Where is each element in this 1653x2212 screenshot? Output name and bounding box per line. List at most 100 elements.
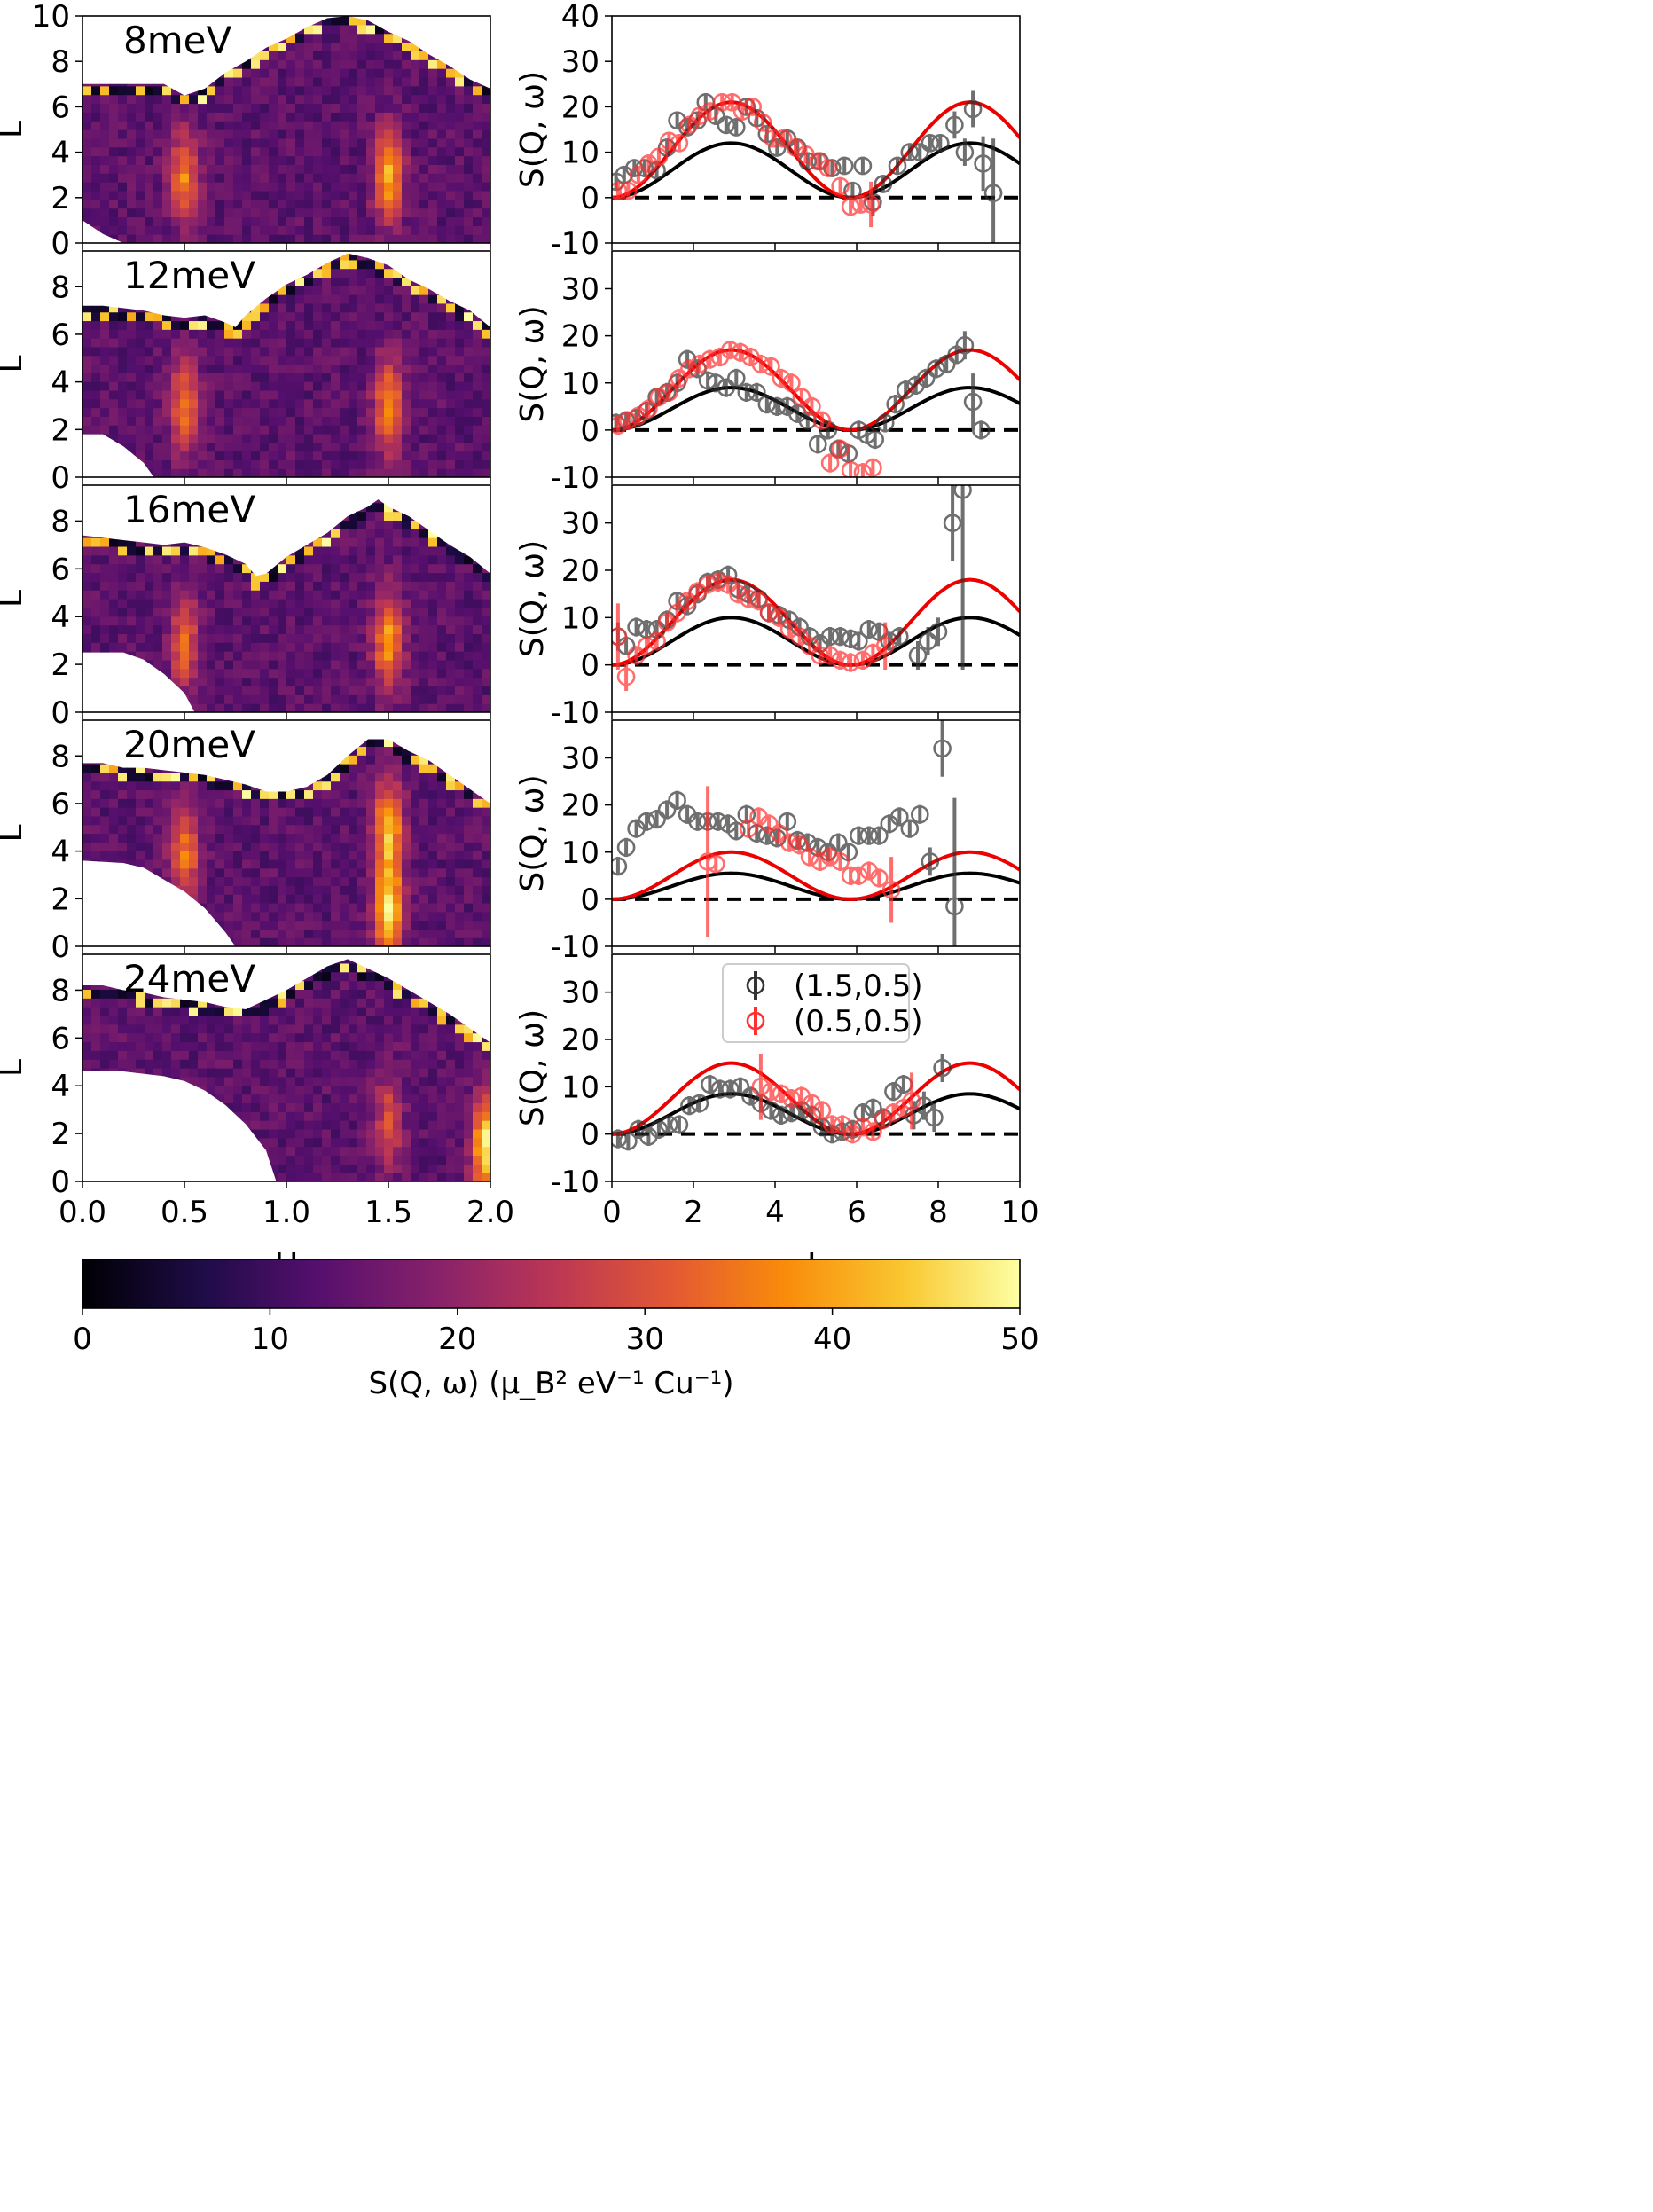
heatmap-cell (180, 624, 190, 634)
heatmap-cell (127, 920, 137, 930)
heatmap-cell (198, 442, 208, 452)
heatmap-cell (464, 216, 474, 226)
heatmap-cell (286, 208, 296, 218)
heatmap-cell (91, 129, 101, 139)
heatmap-cell (242, 633, 252, 643)
heatmap-cell (482, 789, 490, 799)
heatmap-cell (82, 451, 92, 460)
heatmap-cell (109, 563, 119, 574)
heatmap-cell (242, 112, 252, 122)
heatmap-cell (100, 294, 110, 304)
heatmap-cell (145, 381, 154, 391)
heatmap-cell (295, 885, 305, 895)
heatmap-cell (171, 798, 181, 808)
heatmap-cell (313, 499, 323, 504)
heatmap-cell (260, 659, 270, 670)
heatmap-cell (100, 616, 110, 626)
heatmap-cell (91, 286, 101, 295)
heatmap-cell (304, 329, 314, 339)
heatmap-cell (313, 798, 323, 808)
heatmap-cell (322, 929, 332, 938)
heatmap-cell (215, 137, 225, 148)
heatmap-cell (437, 920, 447, 930)
heatmap-cell (118, 182, 128, 192)
heatmap-cell (331, 824, 341, 835)
heatmap-cell (162, 459, 172, 469)
heatmap-cell (437, 51, 447, 60)
heatmap-cell (393, 789, 403, 799)
heatmap-cell (357, 320, 367, 330)
heatmap-cell (366, 633, 376, 643)
heatmap-cell (428, 42, 438, 51)
heatmap-cell (393, 268, 403, 278)
heatmap-cell (366, 789, 376, 799)
heatmap-cell (375, 24, 385, 35)
heatmap-cell (242, 581, 252, 591)
heatmap-cell (295, 746, 305, 756)
heatmap-cell (118, 920, 128, 930)
heatmap-cell (109, 329, 119, 339)
heatmap-cell (109, 677, 119, 687)
heatmap-cell (136, 182, 145, 192)
heatmap-cell (375, 739, 385, 748)
heatmap-cell (393, 633, 403, 643)
heatmap-cell (357, 885, 367, 895)
heatmap-cell (446, 76, 456, 87)
heatmap-cell (100, 1050, 110, 1060)
heatmap-cell (357, 164, 367, 174)
heatmap-cell (286, 468, 296, 477)
heatmap-cell (437, 146, 447, 157)
heatmap-cell (91, 720, 101, 729)
heatmap-cell (473, 173, 482, 183)
heatmap-cell (278, 121, 287, 130)
heatmap-cell (189, 320, 199, 330)
heatmap-cell (295, 51, 305, 60)
heatmap-cell (357, 155, 367, 165)
heatmap-cell (224, 929, 234, 938)
heatmap-cell (100, 1015, 110, 1025)
heatmap-cell (322, 867, 332, 878)
heatmap-cell (437, 268, 447, 278)
heatmap-cell (286, 833, 296, 843)
heatmap-cell (437, 590, 447, 600)
heatmap-cell (260, 624, 270, 634)
heatmap-cell (482, 651, 490, 661)
heatmap-cell (437, 355, 447, 365)
heatmap-cell (286, 407, 296, 417)
heatmap-cell (428, 121, 438, 130)
heatmap-cell (162, 920, 172, 930)
heatmap-cell (215, 867, 225, 878)
heatmap-cell (331, 407, 341, 417)
heatmap-cell (242, 798, 252, 808)
heatmap-cell (109, 920, 119, 930)
heatmap-cell (304, 572, 314, 582)
heatmap-cell (455, 772, 465, 782)
heatmap-cell (384, 355, 394, 365)
heatmap-cell (233, 563, 243, 574)
heatmap-cell (340, 599, 349, 608)
heatmap-cell (260, 859, 270, 869)
heatmap-cell (393, 364, 403, 373)
heatmap-cell (419, 68, 429, 78)
heatmap-cell (82, 407, 92, 417)
heatmap-cell (91, 607, 101, 617)
heatmap-cell (278, 320, 287, 330)
heatmap-cell (340, 746, 349, 756)
heatmap-cell (278, 642, 287, 652)
heatmap-cell (366, 651, 376, 661)
heatmap-cell (153, 616, 163, 626)
heatmap-cell (473, 851, 482, 860)
heatmap-cell (464, 459, 474, 469)
heatmap-cell (366, 190, 376, 200)
heatmap-cell (153, 398, 163, 409)
heatmap-cell (375, 42, 385, 51)
heatmap-cell (198, 190, 208, 200)
heatmap-cell (322, 94, 332, 105)
heatmap-cell (366, 499, 376, 504)
heatmap-cell (304, 302, 314, 313)
heatmap-cell (127, 833, 137, 843)
heatmap-cell (215, 173, 225, 183)
heatmap-cell (366, 590, 376, 600)
heatmap-cell (91, 364, 101, 373)
heatmap-cell (207, 225, 216, 235)
